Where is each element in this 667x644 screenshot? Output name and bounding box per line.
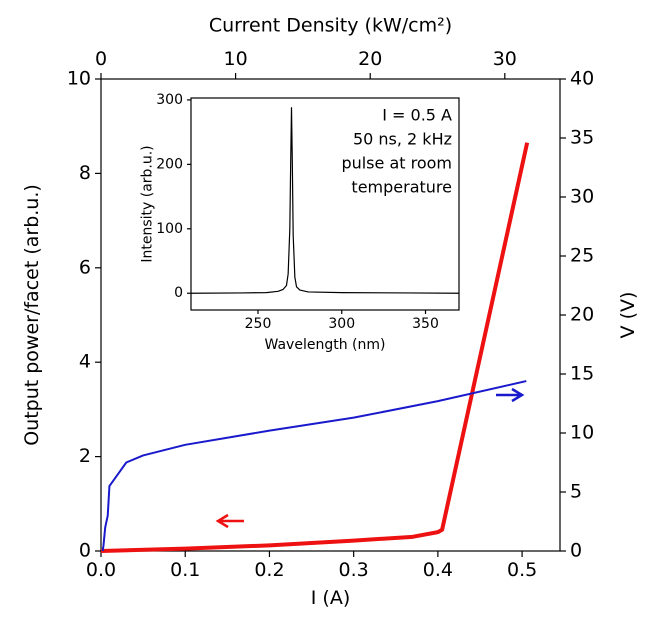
y-tick-label: 4: [79, 351, 91, 373]
y-tick-label: 300: [156, 92, 183, 108]
series-line: [100, 142, 530, 553]
inset-frame: [190, 97, 460, 311]
annotation: temperature: [351, 178, 452, 197]
y-tick-label: 100: [156, 221, 183, 237]
y-tick-label: 8: [79, 162, 91, 184]
y2-tick-label: 15: [570, 363, 594, 385]
x-tick-label: 0.1: [170, 559, 200, 581]
y-tick-label: 200: [156, 156, 183, 172]
series-line: [190, 107, 460, 294]
x-axis-label: Wavelength (nm): [265, 337, 386, 353]
x2-tick-label: 0: [95, 48, 107, 70]
x-tick-label: 0.4: [423, 559, 453, 581]
y-tick-label: 0: [174, 285, 183, 301]
y-tick-label: 10: [67, 68, 91, 90]
y2-tick-label: 0: [570, 540, 582, 562]
x-tick-label: 250: [245, 316, 272, 332]
blue-arrow: [496, 387, 525, 403]
x-tick-label: 300: [328, 316, 355, 332]
x-tick-label: 350: [412, 316, 439, 332]
red-arrow: [215, 513, 244, 529]
y-tick-label: 6: [79, 256, 91, 278]
y2-tick-label: 25: [570, 245, 594, 267]
annotation: pulse at room: [341, 154, 452, 173]
y-tick-label: 2: [79, 445, 91, 467]
x-tick-label: 0.0: [86, 559, 116, 581]
annotation: I = 0.5 A: [382, 106, 452, 125]
x-tick-label: 0.3: [339, 559, 369, 581]
x-tick-label: 0.5: [507, 559, 537, 581]
x2-tick-label: 10: [224, 48, 248, 70]
y2-tick-label: 5: [570, 481, 582, 503]
annotation: 50 ns, 2 kHz: [353, 130, 452, 149]
y2-tick-label: 20: [570, 304, 594, 326]
y-axis-label: Intensity (arb.u.): [140, 145, 156, 262]
y-tick-label: 0: [79, 540, 91, 562]
y-axis-label: Output power/facet (arb.u.): [21, 184, 43, 446]
x2-tick-label: 20: [358, 48, 382, 70]
y2-tick-label: 10: [570, 422, 594, 444]
series-line: [101, 380, 527, 552]
x2-tick-label: 30: [493, 48, 517, 70]
x2-axis-label: Current Density (kW/cm²): [209, 14, 452, 36]
x-axis-label: I (A): [311, 587, 350, 609]
y2-tick-label: 30: [570, 186, 594, 208]
x-tick-label: 0.2: [254, 559, 284, 581]
y2-tick-label: 40: [570, 68, 594, 90]
y2-tick-label: 35: [570, 127, 594, 149]
y2-axis-label: V (V): [617, 292, 639, 339]
